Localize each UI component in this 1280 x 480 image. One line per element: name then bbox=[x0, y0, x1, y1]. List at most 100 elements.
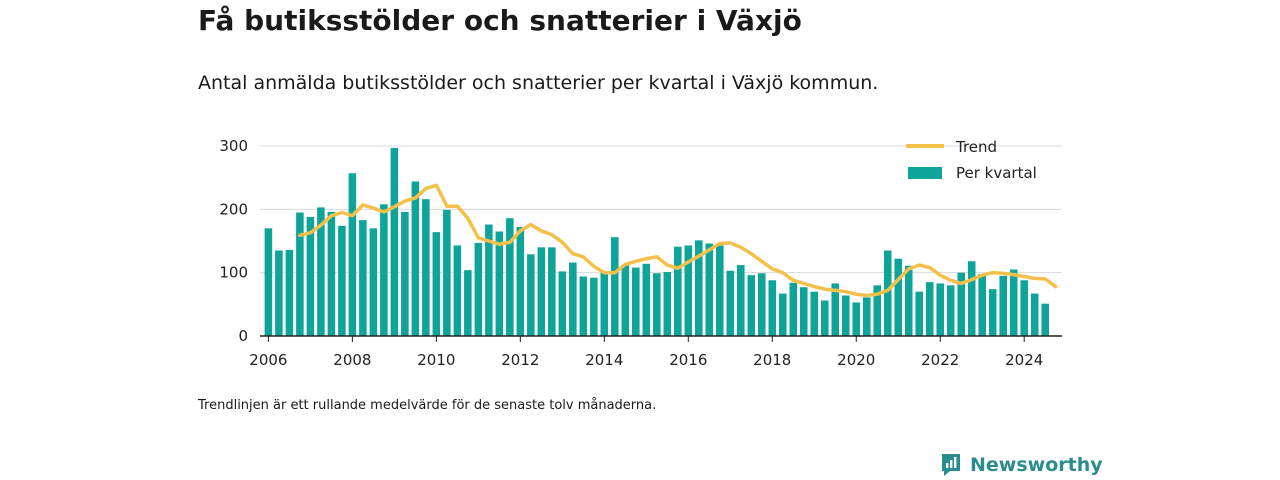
bar bbox=[495, 231, 504, 336]
legend: Trend Per kvartal bbox=[906, 138, 1037, 182]
bar bbox=[831, 283, 840, 336]
bar bbox=[453, 245, 462, 336]
bar bbox=[390, 147, 399, 336]
y-tick-label: 100 bbox=[219, 264, 248, 282]
bar bbox=[737, 265, 745, 336]
bar bbox=[264, 228, 273, 336]
bar bbox=[653, 273, 661, 336]
x-tick-label: 2012 bbox=[501, 351, 539, 369]
bar bbox=[348, 173, 357, 336]
bar bbox=[695, 240, 703, 336]
bar bbox=[810, 291, 819, 336]
bar bbox=[338, 225, 346, 336]
bar bbox=[757, 273, 766, 336]
bar bbox=[317, 207, 325, 336]
bar bbox=[789, 282, 798, 336]
bar bbox=[506, 218, 514, 336]
y-tick-label: 300 bbox=[219, 137, 248, 155]
bar bbox=[988, 289, 997, 336]
bar bbox=[411, 181, 420, 336]
x-tick-label: 2008 bbox=[333, 351, 371, 369]
bar bbox=[474, 242, 483, 336]
bar bbox=[820, 300, 829, 336]
x-tick-label: 2014 bbox=[585, 351, 623, 369]
bar bbox=[841, 295, 850, 336]
bar bbox=[296, 212, 304, 336]
bar bbox=[642, 263, 651, 336]
bar bbox=[852, 302, 861, 336]
bar bbox=[894, 258, 903, 336]
bar bbox=[422, 199, 430, 336]
bar bbox=[915, 291, 924, 336]
bar bbox=[569, 262, 577, 336]
footnote: Trendlinjen är ett rullande medelvärde f… bbox=[198, 398, 657, 413]
y-tick-label: 0 bbox=[238, 327, 248, 345]
legend-swatch-per-kvartal bbox=[908, 167, 942, 179]
bar bbox=[285, 249, 294, 336]
bar bbox=[904, 265, 913, 336]
bar bbox=[443, 209, 451, 336]
bar bbox=[401, 211, 409, 336]
bar bbox=[747, 275, 756, 336]
bar bbox=[327, 211, 336, 336]
bar bbox=[464, 270, 472, 336]
brand[interactable]: Newsworthy bbox=[940, 450, 1103, 480]
bar bbox=[369, 228, 378, 336]
bar bbox=[306, 216, 315, 336]
bar bbox=[548, 247, 556, 336]
bar bbox=[726, 270, 735, 336]
bar bbox=[579, 276, 588, 336]
x-tick-label: 2024 bbox=[1005, 351, 1043, 369]
x-tick-label: 2016 bbox=[669, 351, 707, 369]
bar bbox=[799, 287, 808, 336]
bar bbox=[936, 283, 945, 336]
bar bbox=[621, 264, 630, 336]
bar bbox=[925, 282, 934, 336]
axis-layer: 0 100 200 300 2006 2008 2010 2012 2014 2016 2018 20… bbox=[219, 137, 1062, 369]
bar bbox=[600, 272, 609, 336]
newsworthy-logo-icon bbox=[942, 454, 960, 476]
x-tick-label: 2006 bbox=[249, 351, 287, 369]
bar bbox=[516, 227, 525, 336]
x-tick-label: 2020 bbox=[837, 351, 875, 369]
bar bbox=[537, 247, 546, 336]
bar bbox=[359, 220, 367, 336]
chart-title: Få butiksstölder och snatterier i Växjö bbox=[198, 4, 802, 37]
bar bbox=[768, 280, 777, 336]
bar bbox=[485, 224, 493, 336]
bar bbox=[999, 275, 1007, 336]
trend-layer bbox=[298, 183, 1058, 298]
bar bbox=[684, 245, 693, 336]
x-tick-label: 2018 bbox=[753, 351, 791, 369]
x-tick-label: 2010 bbox=[417, 351, 455, 369]
bar bbox=[380, 204, 388, 336]
bar-layer bbox=[264, 147, 1049, 336]
trend-line bbox=[298, 183, 1058, 298]
brand-name: Newsworthy bbox=[970, 454, 1103, 476]
legend-label-trend: Trend bbox=[955, 138, 997, 156]
chart-subtitle: Antal anmälda butiksstölder och snatteri… bbox=[198, 72, 879, 94]
bar bbox=[1020, 280, 1028, 336]
bar bbox=[957, 272, 966, 336]
bar bbox=[275, 250, 283, 336]
bar bbox=[1009, 269, 1018, 336]
bar bbox=[967, 261, 976, 336]
bar bbox=[1030, 293, 1039, 336]
bar bbox=[611, 237, 619, 336]
legend-label-per-kvartal: Per kvartal bbox=[956, 164, 1037, 182]
bar bbox=[674, 246, 682, 336]
bar bbox=[873, 285, 882, 336]
bar bbox=[663, 272, 672, 336]
bar bbox=[590, 277, 598, 336]
bar bbox=[883, 250, 892, 336]
bar bbox=[1041, 303, 1049, 336]
bar bbox=[632, 267, 640, 336]
y-tick-label: 200 bbox=[219, 200, 248, 218]
bar bbox=[432, 232, 441, 336]
chart-area: 0 100 200 300 2006 2008 2010 2012 2014 2016 2018 20… bbox=[219, 137, 1062, 369]
x-tick-label: 2022 bbox=[921, 351, 959, 369]
bar bbox=[527, 254, 535, 336]
bar bbox=[716, 245, 724, 336]
bar bbox=[946, 285, 955, 336]
bar bbox=[778, 293, 787, 336]
